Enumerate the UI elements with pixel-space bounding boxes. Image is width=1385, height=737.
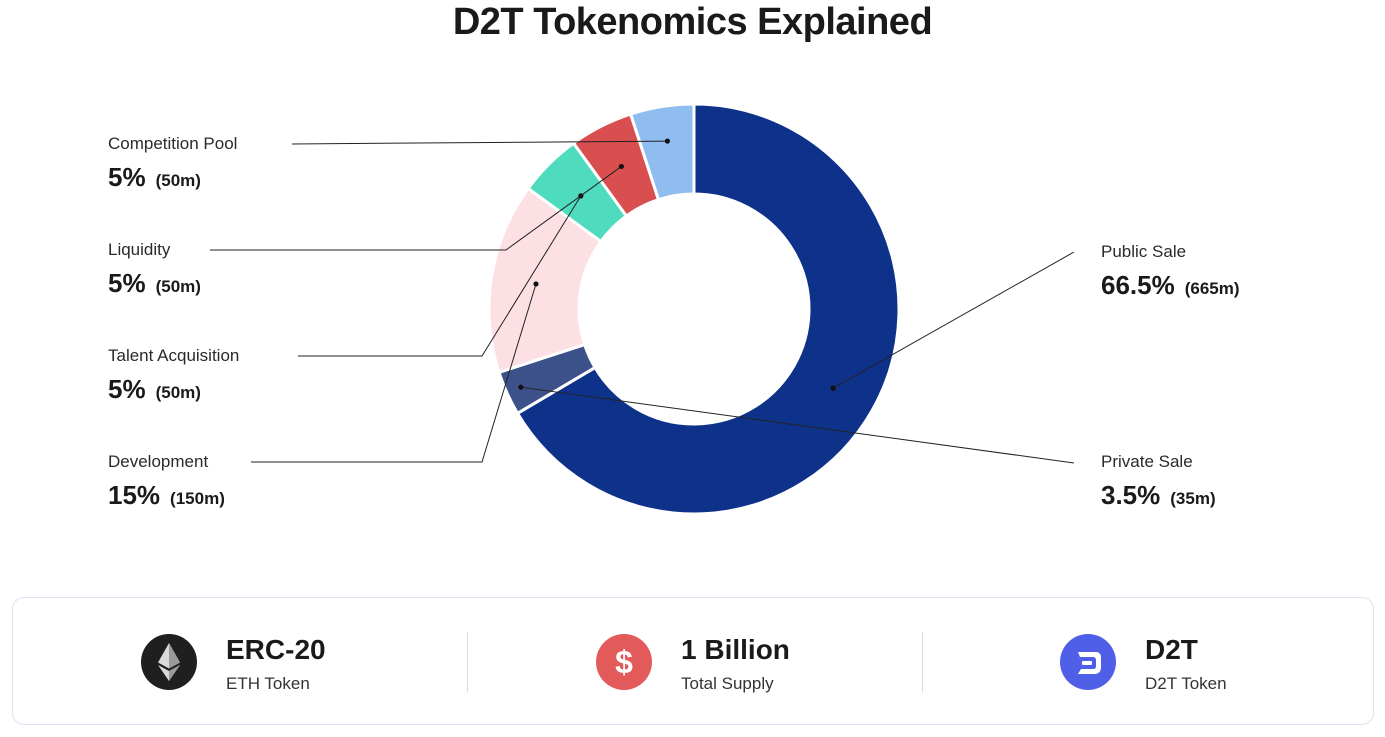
info-subtitle: ETH Token: [226, 674, 310, 693]
slice-percent: 5%: [108, 374, 146, 404]
leader-dot-private-sale: [518, 384, 524, 390]
leader-dot-liquidity: [618, 163, 624, 170]
leader-dot-development: [533, 281, 539, 287]
ethereum-icon: [141, 634, 197, 690]
slice-amount: (50m): [155, 171, 201, 190]
slice-amount: (35m): [1170, 489, 1216, 508]
legend-label-talent-acquisition: Talent Acquisition 5% (50m): [108, 347, 239, 402]
info-subtitle: D2T Token: [1145, 674, 1227, 693]
info-subtitle: Total Supply: [681, 674, 774, 693]
tokenomics-donut-chart: [210, 102, 1075, 516]
slice-name: Public Sale: [1101, 242, 1187, 261]
slice-name: Talent Acquisition: [108, 346, 240, 365]
info-title: 1 Billion: [681, 634, 790, 665]
leader-line-competition-pool: [291, 140, 668, 145]
slice-name: Liquidity: [108, 240, 171, 259]
info-title: ERC-20: [226, 634, 326, 665]
d2t-logo-icon: [1060, 634, 1116, 690]
dollar-icon: $: [596, 634, 652, 690]
leader-line-liquidity: [210, 166, 622, 251]
slice-name: Development: [108, 452, 209, 471]
leader-line-talent-acquisition: [298, 195, 582, 357]
leader-line-private-sale: [520, 386, 1075, 464]
donut-slice-public-sale: [515, 102, 901, 516]
slice-percent: 66.5%: [1101, 270, 1175, 300]
page-title: D2T Tokenomics Explained: [452, 1, 933, 43]
info-title: D2T: [1145, 634, 1198, 665]
legend-label-liquidity: Liquidity 5% (50m): [108, 241, 201, 296]
slice-percent: 3.5%: [1101, 480, 1161, 510]
divider: [467, 632, 468, 692]
slice-amount: (665m): [1184, 279, 1240, 298]
slice-amount: (50m): [155, 383, 201, 402]
leader-dot-competition-pool: [664, 138, 671, 144]
token-info-panel: ERC-20 ETH Token $ 1 Billion Total Suppl…: [12, 597, 1374, 725]
legend-label-public-sale: Public Sale 66.5% (665m): [1101, 243, 1240, 298]
leader-line-development: [251, 283, 537, 463]
slice-name: Competition Pool: [108, 134, 238, 153]
donut-slice-competition-pool: [628, 102, 696, 202]
legend-label-private-sale: Private Sale 3.5% (35m): [1101, 453, 1216, 508]
slice-name: Private Sale: [1101, 452, 1193, 471]
legend-label-competition-pool: Competition Pool 5% (50m): [108, 135, 237, 190]
slice-amount: (150m): [170, 489, 225, 508]
leader-line-public-sale: [832, 251, 1075, 389]
slice-percent: 15%: [108, 480, 161, 510]
slice-percent: 5%: [108, 268, 146, 298]
slice-amount: (50m): [155, 277, 201, 296]
divider: [922, 632, 923, 692]
svg-text:$: $: [615, 644, 633, 680]
leader-dot-public-sale: [830, 385, 836, 391]
legend-label-development: Development 15% (150m): [108, 453, 225, 508]
slice-percent: 5%: [108, 162, 146, 192]
